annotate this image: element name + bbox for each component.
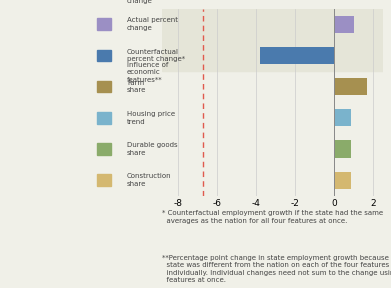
Text: Construction
share: Construction share bbox=[127, 173, 172, 187]
Text: Durable goods
share: Durable goods share bbox=[127, 142, 178, 156]
Text: Housing price
trend: Housing price trend bbox=[127, 111, 175, 125]
Bar bbox=[334, 109, 351, 126]
Bar bbox=[334, 141, 351, 158]
Text: Farm
share: Farm share bbox=[127, 80, 147, 93]
Bar bbox=[260, 47, 334, 64]
Bar bbox=[334, 16, 354, 33]
Text: Influence of
economic
features**: Influence of economic features** bbox=[127, 62, 169, 83]
Text: * Counterfactual employment growth if the state had the same
  averages as the n: * Counterfactual employment growth if th… bbox=[162, 210, 384, 224]
Text: Actual percent
change: Actual percent change bbox=[127, 18, 178, 31]
Bar bbox=[162, 9, 383, 71]
Bar bbox=[334, 172, 351, 189]
Text: Counterfactual
percent change*: Counterfactual percent change* bbox=[127, 49, 185, 62]
Text: U.S.
actual
change: U.S. actual change bbox=[127, 0, 153, 5]
Bar bbox=[334, 78, 367, 95]
Text: **Percentage point change in state employment growth because the
  state was dif: **Percentage point change in state emplo… bbox=[162, 255, 391, 283]
